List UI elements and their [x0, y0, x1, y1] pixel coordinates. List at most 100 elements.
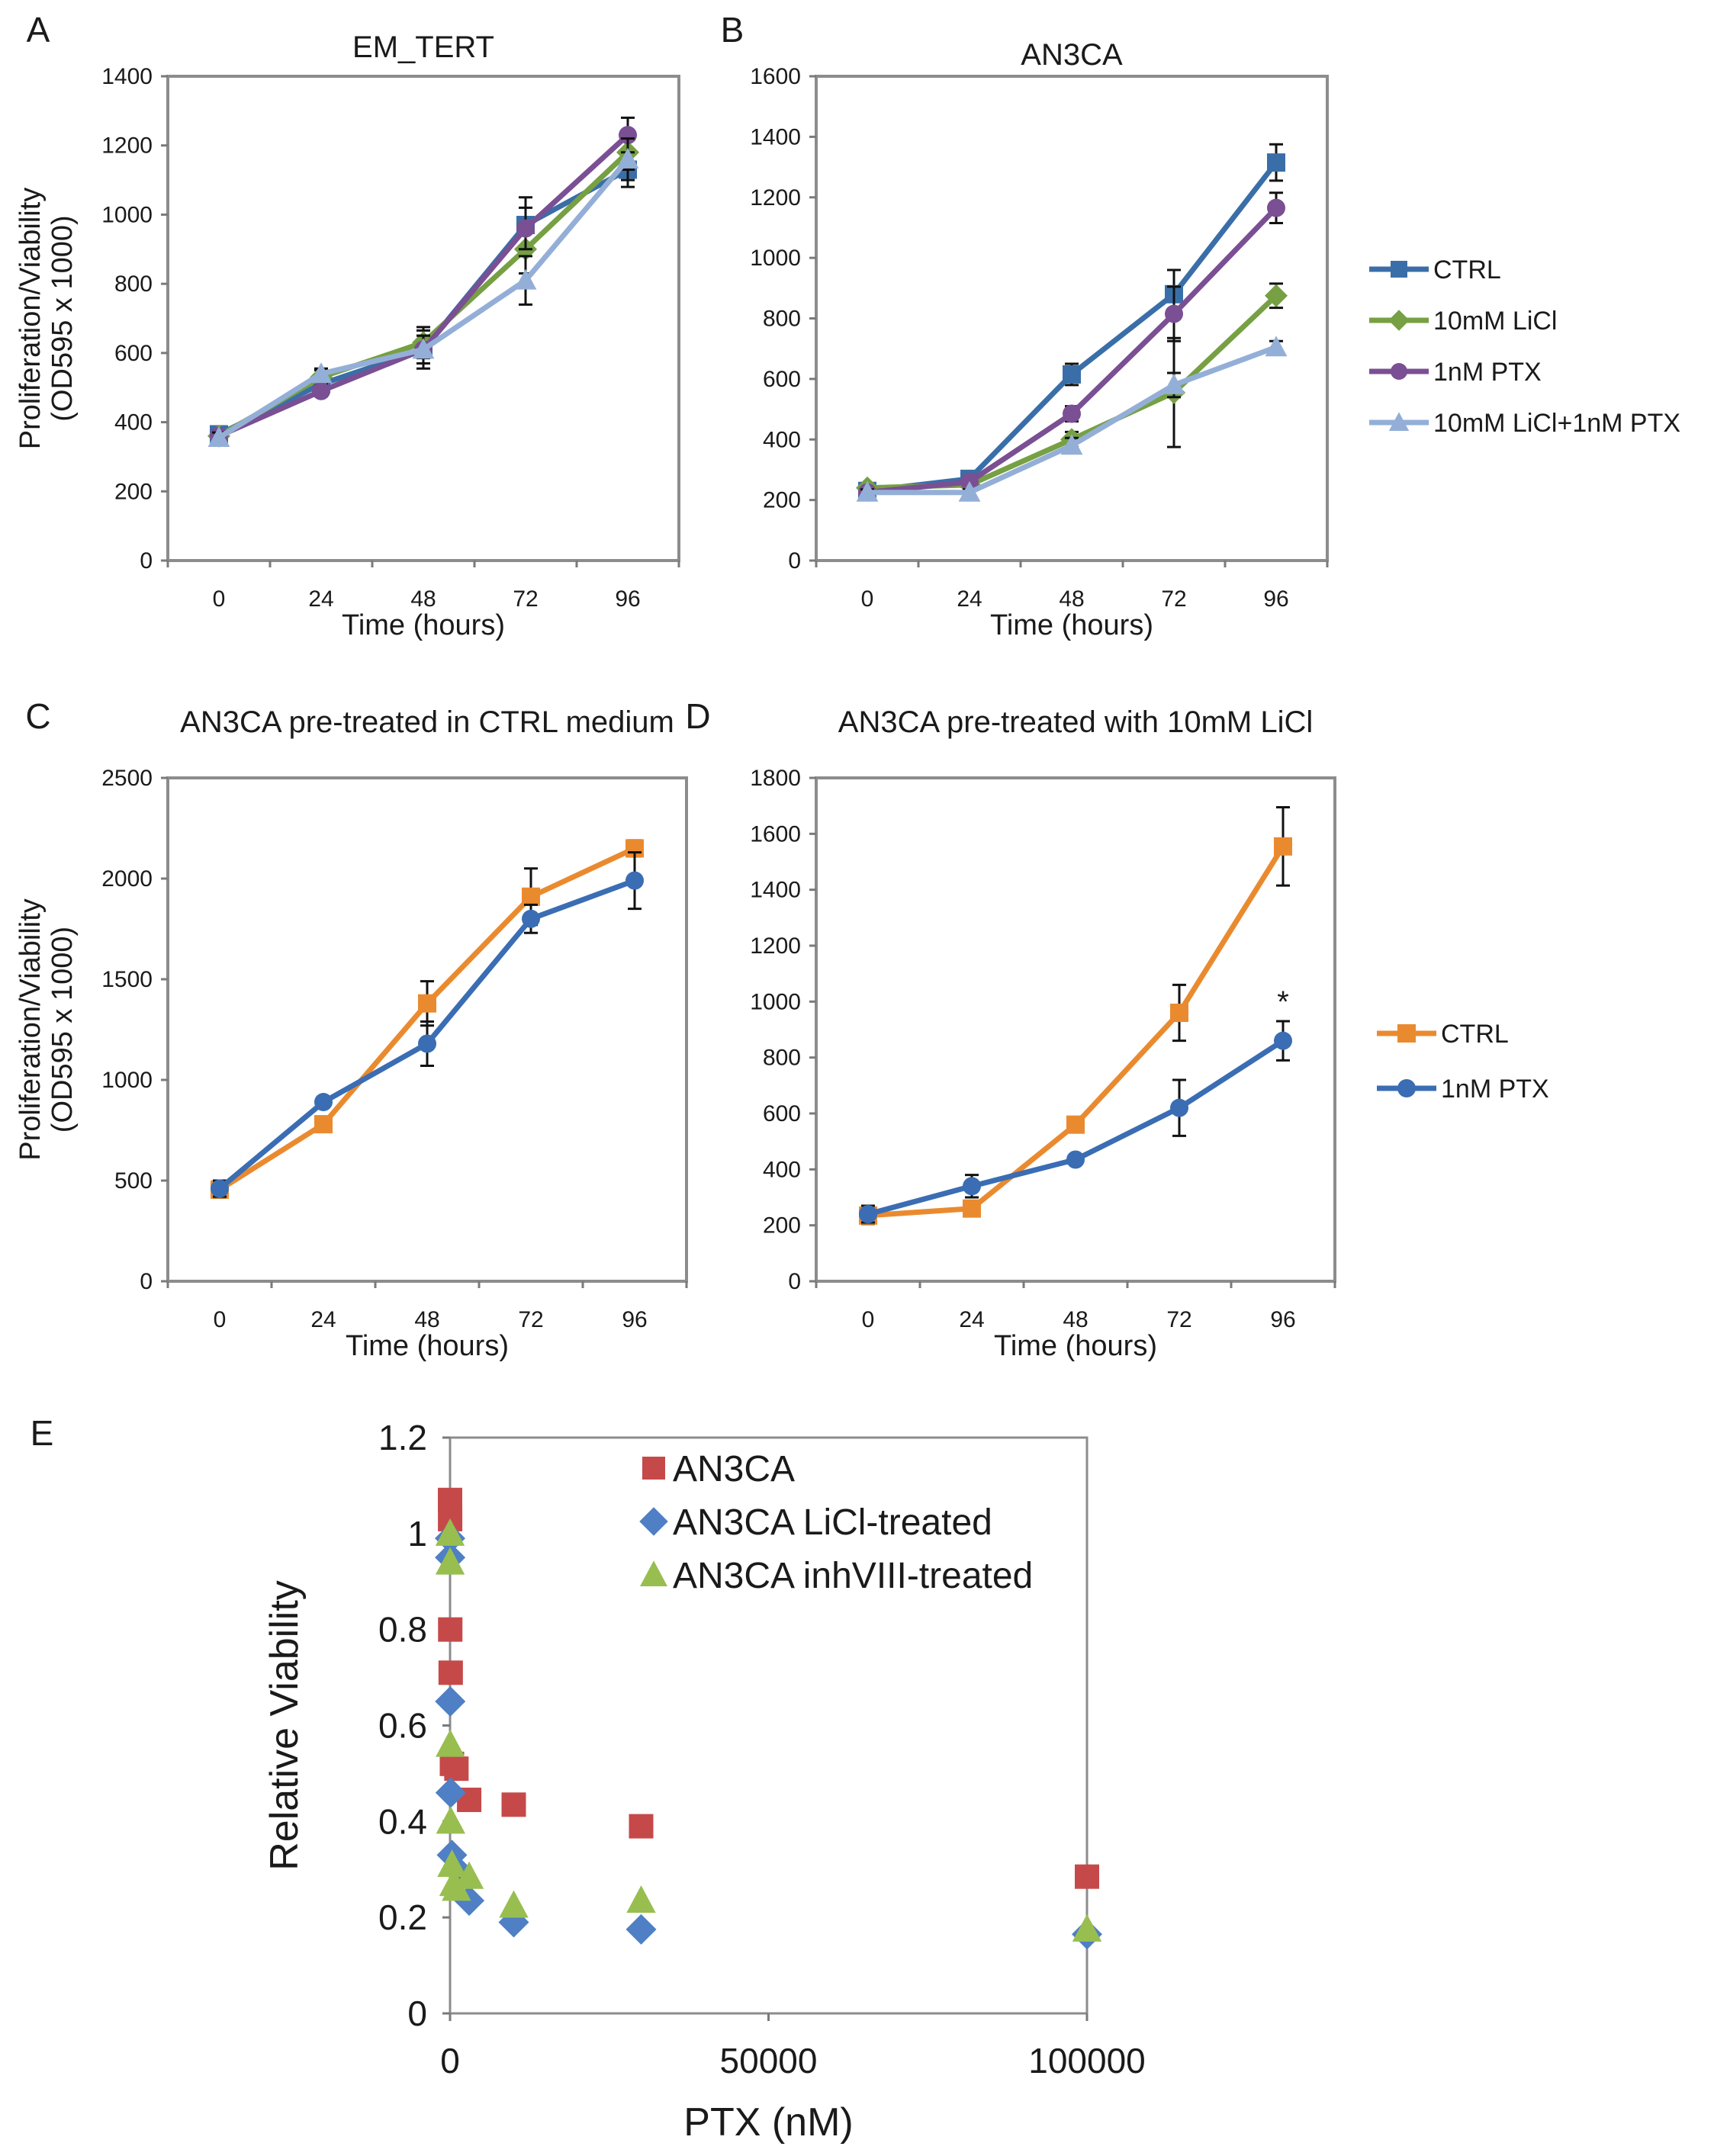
data-point — [1170, 1098, 1188, 1117]
y-tick-label: 200 — [114, 479, 153, 504]
data-point — [312, 381, 330, 400]
panel-a: A EM_TERT 0 200 400 600 800 1000 1200 1400 0 24 48 72… — [14, 10, 680, 641]
y-tick-label: 600 — [763, 367, 801, 392]
y-tick-label: 1000 — [101, 1068, 153, 1093]
data-point — [1267, 198, 1285, 217]
data-point — [418, 1034, 436, 1053]
x-tick-label: 96 — [1263, 586, 1288, 612]
plot-area-frame — [166, 75, 680, 562]
data-point — [207, 426, 230, 447]
data-point — [616, 147, 639, 169]
x-axis-label: Time (hours) — [994, 1330, 1157, 1362]
x-tick-label: 48 — [410, 586, 436, 612]
legend-marker — [1391, 261, 1407, 278]
x-tick-label: 50000 — [720, 2041, 818, 2080]
series-an3ca — [438, 1487, 1099, 1889]
data-point — [314, 1093, 333, 1112]
data-point — [958, 480, 981, 502]
legend-marker — [640, 1560, 667, 1586]
data-point — [1274, 837, 1292, 856]
series-line — [217, 133, 630, 439]
chart-title: AN3CA pre-treated with 10mM LiCl — [838, 705, 1313, 739]
x-axis-label: Time (hours) — [342, 609, 505, 641]
chart-title: EM_TERT — [352, 31, 494, 64]
x-tick-label: 72 — [1161, 586, 1186, 612]
series-1nm-ptx — [859, 1020, 1292, 1224]
panel-letter: C — [25, 696, 50, 736]
legend-marker — [639, 1507, 668, 1536]
data-point — [314, 1115, 333, 1134]
x-axis-label: Time (hours) — [346, 1330, 509, 1362]
chart-title: AN3CA — [1021, 38, 1123, 72]
data-point — [963, 1177, 981, 1196]
y-tick-label: 1600 — [750, 821, 801, 847]
data-point — [1066, 1150, 1085, 1169]
data-point — [435, 1777, 466, 1808]
legend-marker — [1388, 412, 1410, 431]
legend-label: CTRL — [1441, 1020, 1509, 1049]
data-point — [310, 362, 333, 384]
series-an3ca-inhviii-treated — [435, 1518, 1102, 1942]
panel-letter: D — [685, 696, 710, 736]
legend-marker — [1397, 1024, 1416, 1043]
y-axis-label-line1: Proliferation/Viability — [14, 898, 47, 1161]
panel-c: C AN3CA pre-treated in CTRL medium 0 500 100… — [14, 696, 688, 1362]
x-tick-label: 96 — [1270, 1307, 1295, 1332]
data-point — [454, 1861, 484, 1889]
data-point — [1075, 1864, 1099, 1889]
y-tick-label: 1000 — [101, 202, 153, 227]
plot-area-frame — [166, 776, 688, 1283]
data-point — [514, 268, 537, 290]
y-tick-label: 1000 — [750, 989, 801, 1014]
data-point — [626, 1885, 656, 1913]
y-tick-label: 800 — [114, 272, 153, 297]
y-tick-label: 400 — [763, 1157, 801, 1182]
x-tick-label: 24 — [957, 586, 982, 612]
y-tick-label: 1500 — [101, 967, 153, 992]
panel-letter: E — [31, 1413, 54, 1453]
y-tick-label: 400 — [114, 410, 153, 435]
series-ctrl — [210, 151, 637, 444]
panel-d: D AN3CA pre-treated with 10mM LiCl 0 200 400… — [685, 696, 1548, 1362]
y-tick-label: 600 — [114, 341, 153, 366]
y-axis-label-line2: (OD595 x 1000) — [47, 215, 79, 421]
data-point — [1066, 1115, 1085, 1134]
x-axis-label: Time (hours) — [990, 609, 1153, 641]
y-tick-label: 0.6 — [378, 1706, 427, 1746]
legend-marker — [642, 1457, 665, 1480]
x-tick-label: 48 — [414, 1307, 439, 1332]
y-tick-label: 1200 — [101, 133, 153, 159]
x-tick-label: 0 — [213, 586, 226, 612]
data-point — [1063, 404, 1081, 423]
y-tick-label: 1200 — [750, 185, 801, 210]
y-tick-label: 200 — [763, 488, 801, 513]
x-axis-label: PTX (nM) — [683, 2100, 853, 2145]
data-point — [1265, 284, 1288, 307]
x-tick-label: 48 — [1063, 1307, 1088, 1332]
legend-label: CTRL — [1433, 255, 1501, 284]
y-tick-label: 800 — [763, 307, 801, 332]
legend-label: 1nM PTX — [1441, 1075, 1549, 1104]
y-tick-label: 1400 — [750, 878, 801, 903]
legend-label: 10mM LiCl+1nM PTX — [1433, 409, 1680, 438]
data-point — [1060, 434, 1083, 455]
y-tick-label: 1400 — [750, 124, 801, 149]
data-point — [418, 994, 436, 1013]
y-tick-label: 0 — [788, 548, 801, 574]
data-point — [435, 1686, 466, 1717]
data-point — [516, 219, 535, 238]
data-point — [1165, 304, 1183, 323]
panel-b: B AN3CA 0 200 400 600 800 1000 1200 1400 1600 0 24 48… — [721, 10, 1680, 641]
y-tick-label: 500 — [114, 1168, 153, 1194]
y-tick-label: 1400 — [101, 64, 153, 89]
data-point — [435, 1518, 465, 1546]
x-tick-label: 24 — [959, 1307, 984, 1332]
data-point — [1072, 1913, 1102, 1942]
series-10mm-licl-1nm-ptx — [207, 137, 639, 447]
significance-asterisk: * — [1277, 985, 1289, 1019]
y-tick-label: 200 — [763, 1213, 801, 1239]
plot-area-frame — [815, 776, 1336, 1283]
y-axis-label: Relative Viability — [262, 1580, 307, 1871]
x-tick-label: 0 — [861, 586, 874, 612]
